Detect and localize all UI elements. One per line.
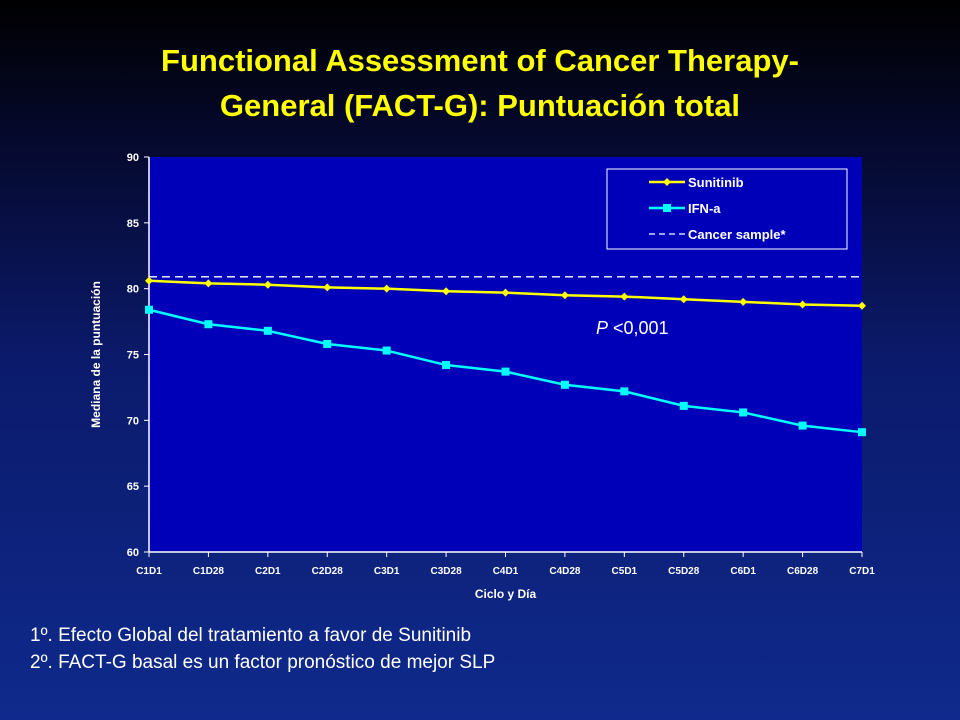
x-tick-label: C2D28 (312, 566, 344, 577)
y-tick-label: 90 (127, 152, 139, 164)
x-tick-label: C5D28 (668, 566, 700, 577)
x-axis-title: Ciclo y Día (475, 587, 537, 601)
data-point-sunitinib (858, 301, 866, 310)
data-point-ifn-a (442, 361, 451, 370)
legend-label: IFN-a (688, 201, 721, 216)
slide-title-line2: General (FACT-G): Puntuación total (219, 88, 741, 123)
data-point-ifn-a (858, 428, 866, 437)
x-tick-label: C3D28 (431, 566, 463, 577)
data-point-ifn-a (323, 339, 332, 348)
data-point-sunitinib (323, 283, 332, 292)
legend-marker-square (663, 204, 671, 212)
data-point-ifn-a (382, 346, 391, 355)
p-value-annotation: P <0,001 (596, 318, 669, 338)
data-point-sunitinib (798, 300, 807, 309)
data-point-ifn-a (679, 401, 688, 410)
x-tick-label: C1D1 (136, 566, 162, 577)
data-point-ifn-a (739, 408, 748, 417)
data-point-ifn-a (204, 320, 213, 329)
p-value-italic: P (596, 318, 608, 338)
data-point-sunitinib (204, 279, 213, 288)
data-point-ifn-a (798, 421, 807, 430)
x-tick-label: C4D1 (493, 566, 519, 577)
legend-label: Cancer sample* (688, 227, 786, 242)
x-tick-label: C6D28 (787, 566, 819, 577)
slide-notes: 1º. Efecto Global del tratamiento a favo… (30, 622, 495, 676)
y-tick-label: 80 (127, 284, 139, 296)
plot-area (149, 157, 862, 552)
data-point-ifn-a (145, 305, 153, 314)
data-point-sunitinib (501, 288, 510, 297)
legend-label: Sunitinib (688, 175, 744, 190)
note-line-1: 1º. Efecto Global del tratamiento a favo… (30, 625, 472, 646)
p-value-text: <0,001 (608, 318, 669, 338)
x-tick-label: C3D1 (374, 566, 400, 577)
data-point-sunitinib (263, 280, 272, 289)
data-point-ifn-a (263, 326, 272, 335)
x-tick-label: C2D1 (255, 566, 281, 577)
x-tick-label: C5D1 (612, 566, 638, 577)
y-tick-label: 85 (127, 218, 139, 230)
slide-title-line1: Functional Assessment of Cancer Therapy- (161, 43, 799, 78)
data-point-sunitinib (679, 295, 688, 304)
note-line-2: 2º. FACT-G basal es un factor pronóstico… (30, 652, 496, 673)
y-tick-label: 65 (127, 481, 139, 493)
data-point-sunitinib (442, 287, 451, 296)
x-tick-label: C1D28 (193, 566, 225, 577)
data-point-ifn-a (560, 380, 569, 389)
data-point-sunitinib (145, 276, 153, 285)
y-axis-title: Mediana de la puntuación (89, 281, 103, 428)
x-tick-label: C7D1 (849, 566, 875, 577)
legend-box (606, 168, 848, 250)
data-point-ifn-a (620, 387, 629, 396)
data-point-sunitinib (620, 292, 629, 301)
data-point-sunitinib (382, 284, 391, 293)
data-point-sunitinib (739, 297, 748, 306)
data-point-ifn-a (501, 367, 510, 376)
legend-marker-diamond (663, 178, 671, 186)
y-tick-label: 60 (127, 547, 139, 559)
x-tick-label: C4D28 (549, 566, 581, 577)
x-tick-label: C6D1 (730, 566, 756, 577)
y-tick-label: 75 (127, 350, 139, 362)
slide-title: Functional Assessment of Cancer Therapy-… (0, 38, 960, 128)
data-point-sunitinib (560, 291, 569, 300)
y-tick-label: 70 (127, 415, 139, 427)
